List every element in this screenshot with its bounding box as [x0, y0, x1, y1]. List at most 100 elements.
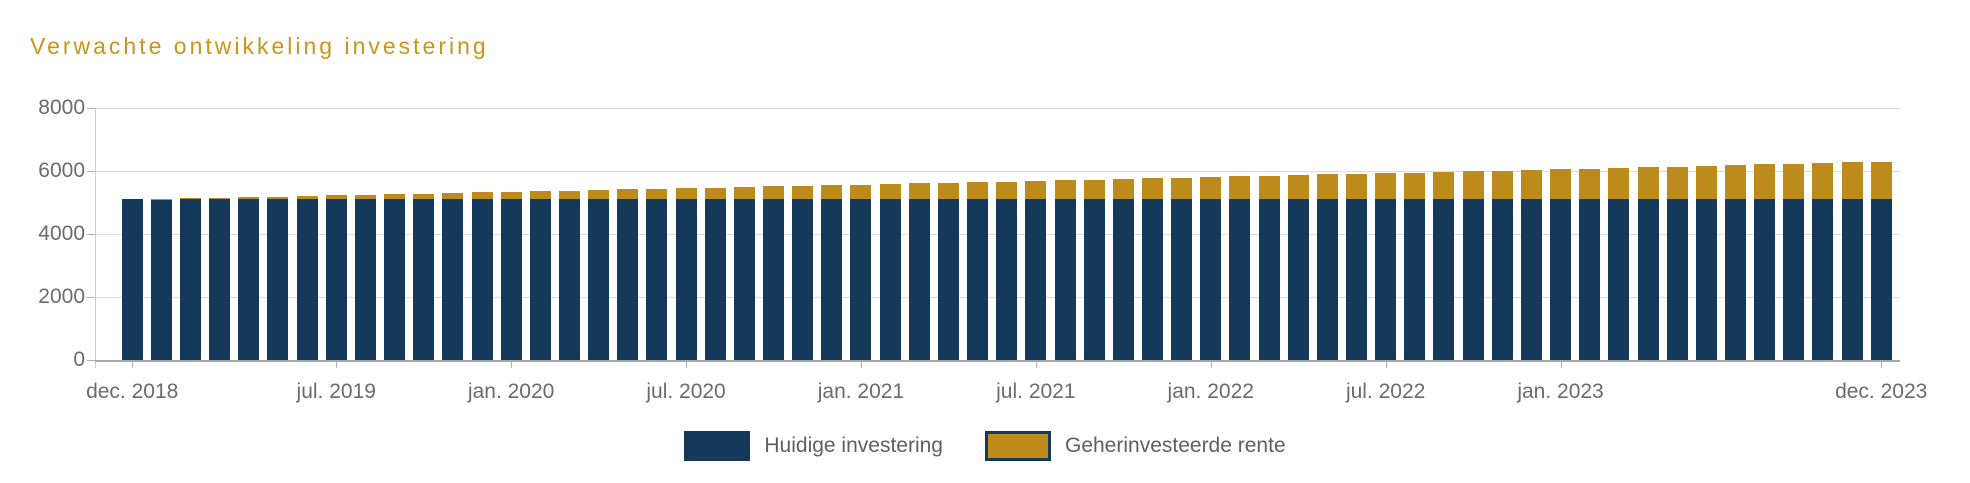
bar-nov-2019-rente[interactable] — [442, 193, 464, 200]
bar-mei-2023-huidige[interactable] — [1666, 199, 1688, 360]
bar-okt-2021-huidige[interactable] — [1112, 199, 1134, 360]
bar-aug-2022-huidige[interactable] — [1404, 199, 1426, 360]
bar-jul-2021-rente[interactable] — [1025, 180, 1047, 200]
bar-apr-2023-huidige[interactable] — [1637, 199, 1659, 360]
bar-jul-2022-huidige[interactable] — [1375, 199, 1397, 360]
bar-sep-2019-huidige[interactable] — [384, 199, 406, 360]
bar-mrt-2020-huidige[interactable] — [558, 199, 580, 360]
bar-apr-2022-huidige[interactable] — [1287, 199, 1309, 360]
bar-nov-2021-rente[interactable] — [1141, 178, 1163, 200]
bar-feb-2022-huidige[interactable] — [1229, 199, 1251, 360]
bar-jan-2022-huidige[interactable] — [1200, 199, 1222, 360]
bar-mrt-2022-rente[interactable] — [1258, 175, 1280, 200]
bar-feb-2019-rente[interactable] — [180, 198, 201, 200]
bar-nov-2022-huidige[interactable] — [1491, 199, 1513, 360]
bar-sep-2023-rente[interactable] — [1783, 163, 1805, 200]
bar-feb-2023-rente[interactable] — [1579, 168, 1601, 200]
bar-sep-2019-rente[interactable] — [384, 194, 406, 200]
bar-jun-2019-rente[interactable] — [296, 195, 318, 200]
bar-mei-2022-rente[interactable] — [1316, 174, 1338, 200]
bar-sep-2021-rente[interactable] — [1083, 179, 1105, 200]
bar-mrt-2022-huidige[interactable] — [1258, 199, 1280, 360]
bar-okt-2020-huidige[interactable] — [763, 199, 784, 360]
bar-jun-2020-rente[interactable] — [646, 188, 668, 200]
bar-jun-2022-huidige[interactable] — [1346, 199, 1367, 360]
bar-dec-2021-rente[interactable] — [1171, 177, 1193, 200]
bar-jul-2019-huidige[interactable] — [325, 199, 347, 360]
bar-apr-2020-rente[interactable] — [588, 190, 610, 200]
bar-apr-2019-rente[interactable] — [238, 197, 260, 200]
bar-sep-2021-huidige[interactable] — [1083, 199, 1105, 360]
bar-mrt-2023-rente[interactable] — [1608, 167, 1630, 200]
bar-aug-2020-rente[interactable] — [704, 187, 726, 200]
bar-jul-2020-huidige[interactable] — [675, 199, 697, 360]
bar-apr-2021-rente[interactable] — [937, 182, 959, 200]
bar-aug-2023-rente[interactable] — [1754, 164, 1776, 200]
bar-mrt-2020-rente[interactable] — [558, 190, 580, 200]
bar-jan-2021-huidige[interactable] — [850, 199, 872, 360]
bar-mrt-2019-rente[interactable] — [209, 197, 231, 200]
bar-feb-2022-rente[interactable] — [1229, 176, 1251, 200]
bar-okt-2023-huidige[interactable] — [1812, 199, 1834, 360]
bar-dec-2023-huidige[interactable] — [1870, 199, 1892, 360]
bar-feb-2020-rente[interactable] — [529, 191, 551, 200]
bar-jan-2019-huidige[interactable] — [150, 199, 172, 360]
bar-jan-2023-huidige[interactable] — [1550, 199, 1572, 360]
bar-nov-2022-rente[interactable] — [1491, 170, 1513, 200]
bar-sep-2020-huidige[interactable] — [733, 199, 755, 360]
bar-okt-2022-huidige[interactable] — [1462, 199, 1484, 360]
bar-okt-2023-rente[interactable] — [1812, 163, 1834, 200]
bar-feb-2020-huidige[interactable] — [529, 199, 551, 360]
bar-mrt-2019-huidige[interactable] — [209, 199, 231, 360]
bar-nov-2023-rente[interactable] — [1841, 162, 1863, 200]
bar-mei-2019-huidige[interactable] — [267, 199, 289, 360]
legend-item-geherinvesteerde-rente[interactable]: Geherinvesteerde rente — [984, 431, 1286, 461]
bar-nov-2021-huidige[interactable] — [1141, 199, 1163, 360]
bar-nov-2023-huidige[interactable] — [1841, 199, 1863, 360]
bar-jul-2021-huidige[interactable] — [1025, 199, 1047, 360]
bar-jan-2023-rente[interactable] — [1550, 169, 1572, 200]
bar-apr-2023-rente[interactable] — [1637, 167, 1659, 200]
bar-mei-2021-huidige[interactable] — [967, 199, 989, 360]
bar-jun-2021-huidige[interactable] — [996, 199, 1018, 360]
bar-jul-2023-rente[interactable] — [1724, 165, 1746, 200]
bar-sep-2022-huidige[interactable] — [1433, 199, 1455, 360]
bar-jan-2020-huidige[interactable] — [500, 199, 522, 360]
bar-jul-2019-rente[interactable] — [325, 195, 347, 200]
bar-jun-2023-huidige[interactable] — [1695, 199, 1717, 360]
bar-nov-2019-huidige[interactable] — [442, 199, 464, 360]
bar-mrt-2021-huidige[interactable] — [908, 199, 930, 360]
bar-mei-2020-rente[interactable] — [617, 189, 639, 200]
bar-dec-2020-rente[interactable] — [821, 185, 843, 200]
bar-feb-2019-huidige[interactable] — [180, 199, 201, 360]
bar-aug-2021-huidige[interactable] — [1054, 199, 1076, 360]
bar-feb-2021-rente[interactable] — [879, 184, 901, 200]
bar-dec-2022-huidige[interactable] — [1520, 199, 1542, 360]
bar-mrt-2021-rente[interactable] — [908, 183, 930, 200]
bar-jul-2022-rente[interactable] — [1375, 173, 1397, 200]
bar-jul-2020-rente[interactable] — [675, 188, 697, 200]
bar-aug-2020-huidige[interactable] — [704, 199, 726, 360]
bar-jan-2022-rente[interactable] — [1200, 177, 1222, 200]
bar-dec-2020-huidige[interactable] — [821, 199, 843, 360]
bar-jan-2019-rente[interactable] — [150, 198, 172, 200]
bar-apr-2022-rente[interactable] — [1287, 175, 1309, 200]
bar-aug-2019-rente[interactable] — [354, 194, 376, 200]
bar-mei-2022-huidige[interactable] — [1316, 199, 1338, 360]
bar-aug-2023-huidige[interactable] — [1754, 199, 1776, 360]
bar-okt-2019-rente[interactable] — [413, 193, 435, 200]
bar-mei-2019-rente[interactable] — [267, 196, 289, 200]
bar-dec-2023-rente[interactable] — [1870, 161, 1892, 200]
bar-mei-2020-huidige[interactable] — [617, 199, 639, 360]
bar-mrt-2023-huidige[interactable] — [1608, 199, 1630, 360]
bar-feb-2023-huidige[interactable] — [1579, 199, 1601, 360]
bar-dec-2022-rente[interactable] — [1520, 169, 1542, 200]
bar-okt-2021-rente[interactable] — [1112, 179, 1134, 200]
bar-apr-2019-huidige[interactable] — [238, 199, 260, 360]
bar-sep-2023-huidige[interactable] — [1783, 199, 1805, 360]
bar-dec-2019-huidige[interactable] — [471, 199, 493, 360]
bar-aug-2021-rente[interactable] — [1054, 180, 1076, 200]
bar-nov-2020-huidige[interactable] — [792, 199, 814, 360]
bar-jan-2020-rente[interactable] — [500, 191, 522, 200]
bar-dec-2019-rente[interactable] — [471, 192, 493, 200]
